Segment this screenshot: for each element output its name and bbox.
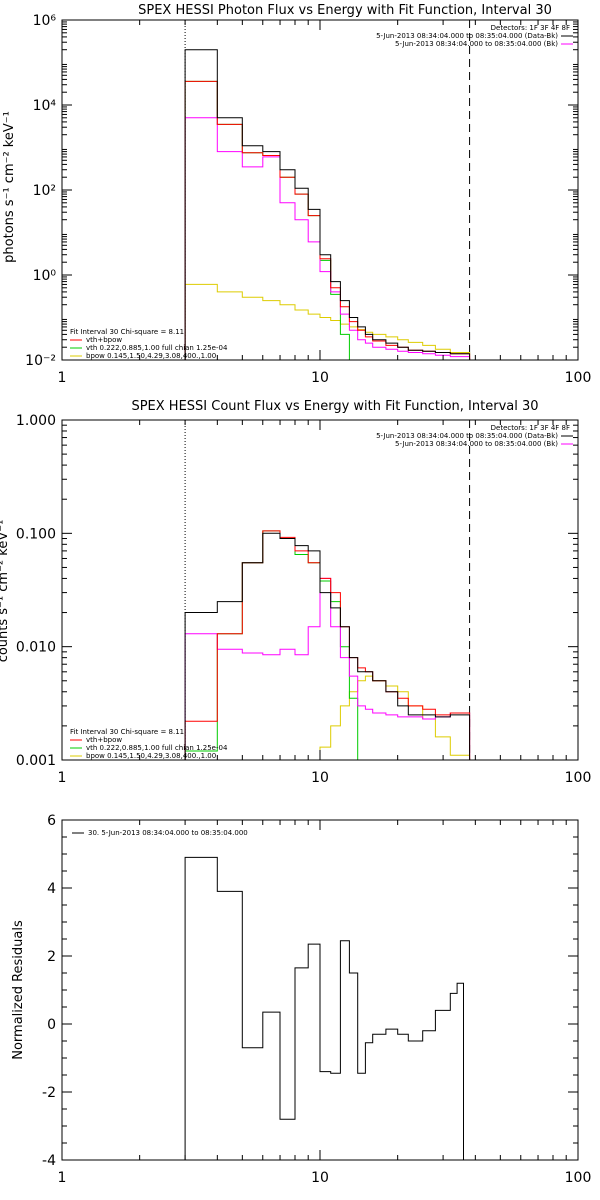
legend-top-left: 30. 5-Jun-2013 08:34:04.000 to 08:35:04.… <box>72 829 248 837</box>
y-tick-label: 10⁰ <box>33 268 57 284</box>
legend-entry: 30. 5-Jun-2013 08:34:04.000 to 08:35:04.… <box>88 829 248 837</box>
legend-top-right: Detectors: 1F 3F 4F 8F 5-Jun-2013 08:34:… <box>376 24 573 48</box>
series-total <box>184 532 471 760</box>
axis-layer: 1 10 100 -4 -2 0 2 4 6 <box>42 813 591 1186</box>
series-layer <box>184 20 471 361</box>
x-tick-label: 100 <box>565 370 592 386</box>
legend-entry: vth+bpow <box>86 736 122 744</box>
series-layer <box>184 856 464 1160</box>
x-tick-label: 10 <box>311 1170 329 1186</box>
x-tick-label: 1 <box>58 1170 67 1186</box>
series-background <box>184 577 471 760</box>
y-axis-label: photons s⁻¹ cm⁻² keV⁻¹ <box>2 111 17 263</box>
series-vth <box>184 530 470 761</box>
legend-entry: Fit Interval 30 Chi-square = 8.11 <box>70 328 184 336</box>
x-tick-label: 10 <box>311 370 329 386</box>
legend-entry: vth+bpow <box>86 336 122 344</box>
series-bpow <box>184 283 471 360</box>
y-tick-label: 10² <box>33 183 56 199</box>
series-layer <box>184 420 471 761</box>
y-axis-label: Normalized Residuals <box>11 920 26 1060</box>
y-tick-label: 4 <box>47 881 56 897</box>
y-tick-label: 1.000 <box>16 413 56 429</box>
legend-entry: bpow 0.145,1.50,4.29,3.08,400.,1.00 <box>86 752 216 760</box>
photon-flux-panel: SPEX HESSI Photon Flux vs Energy with Fi… <box>2 3 591 386</box>
legend-entry: Fit Interval 30 Chi-square = 8.11 <box>70 728 184 736</box>
legend-bottom-left: Fit Interval 30 Chi-square = 8.11 vth+bp… <box>70 328 228 360</box>
legend-entry: 5-Jun-2013 08:34:04.000 to 08:35:04.000 … <box>395 40 558 48</box>
legend-entry: 5-Jun-2013 08:34:04.000 to 08:35:04.000 … <box>376 32 558 40</box>
legend-entry: Detectors: 1F 3F 4F 8F <box>491 424 570 432</box>
legend-entry: 5-Jun-2013 08:34:04.000 to 08:35:04.000 … <box>376 432 558 440</box>
y-tick-label: 2 <box>47 949 56 965</box>
plot-frame <box>61 19 579 361</box>
series-fit-total <box>184 530 471 760</box>
y-tick-label: 0.010 <box>16 640 56 656</box>
y-tick-label: 10⁴ <box>33 98 57 114</box>
axis-layer: 1 10 100 10⁻² 10⁰ 10² 10⁴ 10⁶ <box>25 13 591 386</box>
y-tick-label: 10⁶ <box>33 13 57 29</box>
series-vth <box>184 80 470 361</box>
y-tick-label: 10⁻² <box>25 353 56 369</box>
y-tick-label: 6 <box>47 813 56 829</box>
series-total <box>184 49 471 360</box>
x-tick-label: 1 <box>58 370 67 386</box>
series-fit-total <box>184 80 471 360</box>
x-tick-label: 100 <box>565 770 592 786</box>
y-tick-label: 0 <box>47 1017 56 1033</box>
y-tick-label: -4 <box>42 1153 56 1169</box>
legend-entry: bpow 0.145,1.50,4.29,3.08,400.,1.00 <box>86 352 216 360</box>
chart-title: SPEX HESSI Photon Flux vs Energy with Fi… <box>138 3 552 18</box>
series-bpow <box>185 675 471 761</box>
x-tick-label: 10 <box>311 770 329 786</box>
axis-layer: 1 10 100 0.001 0.010 0.100 1.000 <box>16 413 591 786</box>
y-tick-label: 0.100 <box>16 526 56 542</box>
chart-title: SPEX HESSI Count Flux vs Energy with Fit… <box>131 399 538 414</box>
count-flux-panel: SPEX HESSI Count Flux vs Energy with Fit… <box>0 399 591 786</box>
series-total <box>184 856 464 1160</box>
legend-entry: vth 0.222,0.885,1.00 full chian 1.25e-04 <box>86 344 228 352</box>
legend-entry: 5-Jun-2013 08:34:04.000 to 08:35:04.000 … <box>395 440 558 448</box>
residuals-panel: Normalized Residuals 1 10 100 -4 -2 0 2 4 6 30. … <box>11 813 591 1186</box>
legend-top-right: Detectors: 1F 3F 4F 8F 5-Jun-2013 08:34:… <box>376 424 573 448</box>
y-tick-label: -2 <box>42 1085 56 1101</box>
x-tick-label: 100 <box>565 1170 592 1186</box>
y-axis-label: counts s⁻¹ cm⁻² keV⁻¹ <box>0 520 11 663</box>
series-background <box>184 117 471 360</box>
x-tick-label: 1 <box>58 770 67 786</box>
y-tick-label: 0.001 <box>16 753 56 769</box>
legend-entry: vth 0.222,0.885,1.00 full chian 1.25e-04 <box>86 744 228 752</box>
legend-bottom-left: Fit Interval 30 Chi-square = 8.11 vth+bp… <box>70 728 228 760</box>
legend-entry: Detectors: 1F 3F 4F 8F <box>491 24 570 32</box>
